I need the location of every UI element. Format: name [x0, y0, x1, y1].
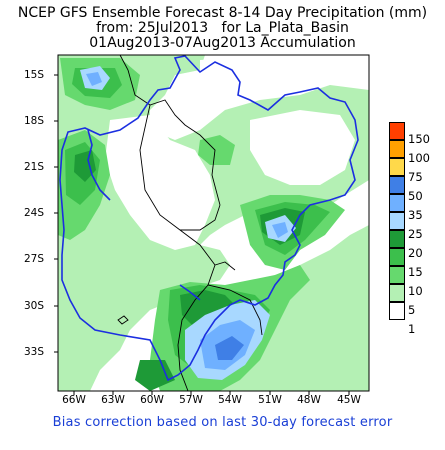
- legend-label: 10: [408, 284, 423, 298]
- axis-ticks: [54, 74, 350, 395]
- lon-tick-label: 48W: [297, 394, 321, 406]
- map-frame: [57, 54, 370, 392]
- legend-label: 25: [408, 227, 423, 241]
- lon-tick-label: 54W: [218, 394, 242, 406]
- lon-tick-label: 45W: [337, 394, 361, 406]
- bias-correction-note: Bias correction based on last 30-day for…: [52, 415, 393, 430]
- legend-label: 75: [408, 170, 423, 184]
- lat-tick-label: 18S: [24, 115, 45, 127]
- legend-label: 15: [408, 265, 423, 279]
- legend-swatch-150: [389, 122, 405, 140]
- legend-label: 100: [408, 151, 430, 165]
- legend-label: 5: [408, 303, 416, 317]
- country-borders: [117, 54, 263, 392]
- legend-swatch-20: [389, 230, 405, 248]
- lat-tick-label: 15S: [24, 69, 45, 81]
- legend-label: 50: [408, 189, 423, 203]
- legend-label: 150: [408, 132, 430, 146]
- legend-swatch-1: [389, 302, 405, 320]
- lat-tick-label: 33S: [24, 346, 45, 358]
- lon-tick-label: 66W: [62, 394, 86, 406]
- legend-swatch-100: [389, 140, 405, 158]
- legend-swatch-15: [389, 248, 405, 266]
- lat-tick-label: 27S: [24, 253, 45, 265]
- lat-tick-label: 24S: [24, 207, 45, 219]
- title-line-2: from: 25Jul2013 for La_Plata_Basin: [96, 20, 349, 36]
- legend-swatch-5: [389, 284, 405, 302]
- legend-label: 35: [408, 208, 423, 222]
- legend-label: 1: [408, 322, 416, 336]
- precip-field: [58, 55, 369, 391]
- legend-swatch-75: [389, 158, 405, 176]
- lon-tick-label: 57W: [179, 394, 203, 406]
- legend-swatch-35: [389, 194, 405, 212]
- lon-tick-label: 63W: [101, 394, 125, 406]
- lon-tick-label: 60W: [140, 394, 164, 406]
- lat-tick-label: 30S: [24, 300, 45, 312]
- title-line-3: 01Aug2013-07Aug2013 Accumulation: [89, 35, 356, 51]
- legend-swatch-25: [389, 212, 405, 230]
- lat-tick-label: 21S: [24, 161, 45, 173]
- la-plata-basin-boundary: [59, 55, 359, 382]
- legend-label: 20: [408, 246, 423, 260]
- legend-swatch-50: [389, 176, 405, 194]
- title-line-1: NCEP GFS Ensemble Forecast 8-14 Day Prec…: [17, 5, 428, 21]
- lon-tick-label: 51W: [258, 394, 282, 406]
- legend-swatch-10: [389, 266, 405, 284]
